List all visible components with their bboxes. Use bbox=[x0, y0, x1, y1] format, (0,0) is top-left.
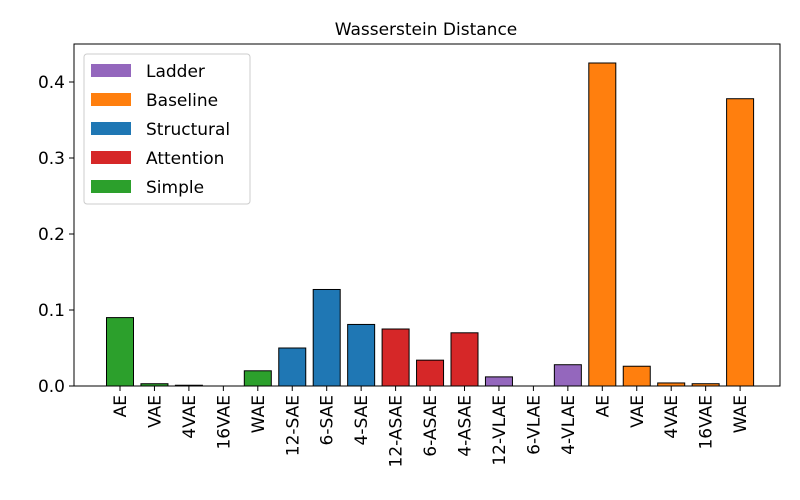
x-tick-label: VAE bbox=[145, 395, 165, 428]
plot-frame bbox=[73, 43, 781, 387]
x-tick-label: 6-SAE bbox=[318, 395, 338, 445]
bar bbox=[106, 317, 134, 387]
legend: Ladder Baseline Structural Attention Simple bbox=[83, 53, 251, 205]
x-tick-label: AE bbox=[593, 395, 613, 417]
legend-frame bbox=[83, 53, 251, 205]
x-tick-label: 16VAE bbox=[697, 395, 717, 450]
x-tick-label: AE bbox=[111, 395, 131, 417]
legend-label: Attention bbox=[146, 149, 224, 169]
y-tick-label: 0.4 bbox=[38, 73, 65, 93]
y-axis: 0.0 0.1 0.2 0.3 0.4 bbox=[38, 73, 74, 397]
x-tick-label: 4-SAE bbox=[352, 395, 372, 445]
x-tick-label: 4VAE bbox=[180, 395, 200, 439]
bar bbox=[278, 347, 307, 387]
bar bbox=[484, 376, 513, 387]
x-tick-label: WAE bbox=[249, 395, 269, 433]
y-tick-label: 0.3 bbox=[38, 149, 65, 169]
y-tick-label: 0.2 bbox=[38, 225, 65, 245]
bar bbox=[243, 370, 272, 387]
x-tick-label: 12-ASAE bbox=[387, 395, 407, 468]
y-tick-label: 0.0 bbox=[38, 377, 65, 397]
x-axis: AE VAE 4VAE 16VAE WAE 12-SAE 6-SAE 4-SAE 12-ASAE… bbox=[111, 386, 751, 468]
chart-title: Wasserstein Distance bbox=[335, 20, 518, 40]
legend-swatch bbox=[91, 151, 131, 164]
x-tick-label: 4-VLAE bbox=[559, 395, 579, 455]
bar bbox=[622, 365, 651, 387]
bar bbox=[450, 332, 479, 387]
x-tick-label: 4-ASAE bbox=[456, 395, 476, 457]
bar bbox=[381, 328, 410, 387]
legend-label: Baseline bbox=[146, 91, 218, 111]
x-tick-label: 6-VLAE bbox=[524, 395, 544, 455]
bar bbox=[726, 98, 755, 387]
legend-swatch bbox=[91, 64, 131, 77]
bar bbox=[416, 359, 445, 387]
x-tick-label: WAE bbox=[731, 395, 751, 433]
legend-label: Ladder bbox=[146, 62, 205, 82]
bar bbox=[312, 288, 341, 387]
legend-label: Structural bbox=[146, 120, 230, 140]
legend-swatch bbox=[91, 180, 131, 193]
legend-swatch bbox=[91, 122, 131, 135]
x-tick-label: 12-VLAE bbox=[490, 395, 510, 466]
bar bbox=[347, 323, 376, 387]
legend-swatch bbox=[91, 93, 131, 106]
x-tick-label: VAE bbox=[628, 395, 648, 428]
bars-group bbox=[106, 62, 755, 387]
y-tick-label: 0.1 bbox=[38, 301, 65, 321]
bar bbox=[553, 364, 582, 387]
legend-label: Simple bbox=[146, 178, 204, 198]
x-tick-label: 4VAE bbox=[662, 395, 682, 439]
bar bbox=[588, 62, 617, 387]
x-tick-label: 6-ASAE bbox=[421, 395, 441, 457]
x-tick-label: 16VAE bbox=[214, 395, 234, 450]
x-tick-label: 12-SAE bbox=[283, 395, 303, 456]
